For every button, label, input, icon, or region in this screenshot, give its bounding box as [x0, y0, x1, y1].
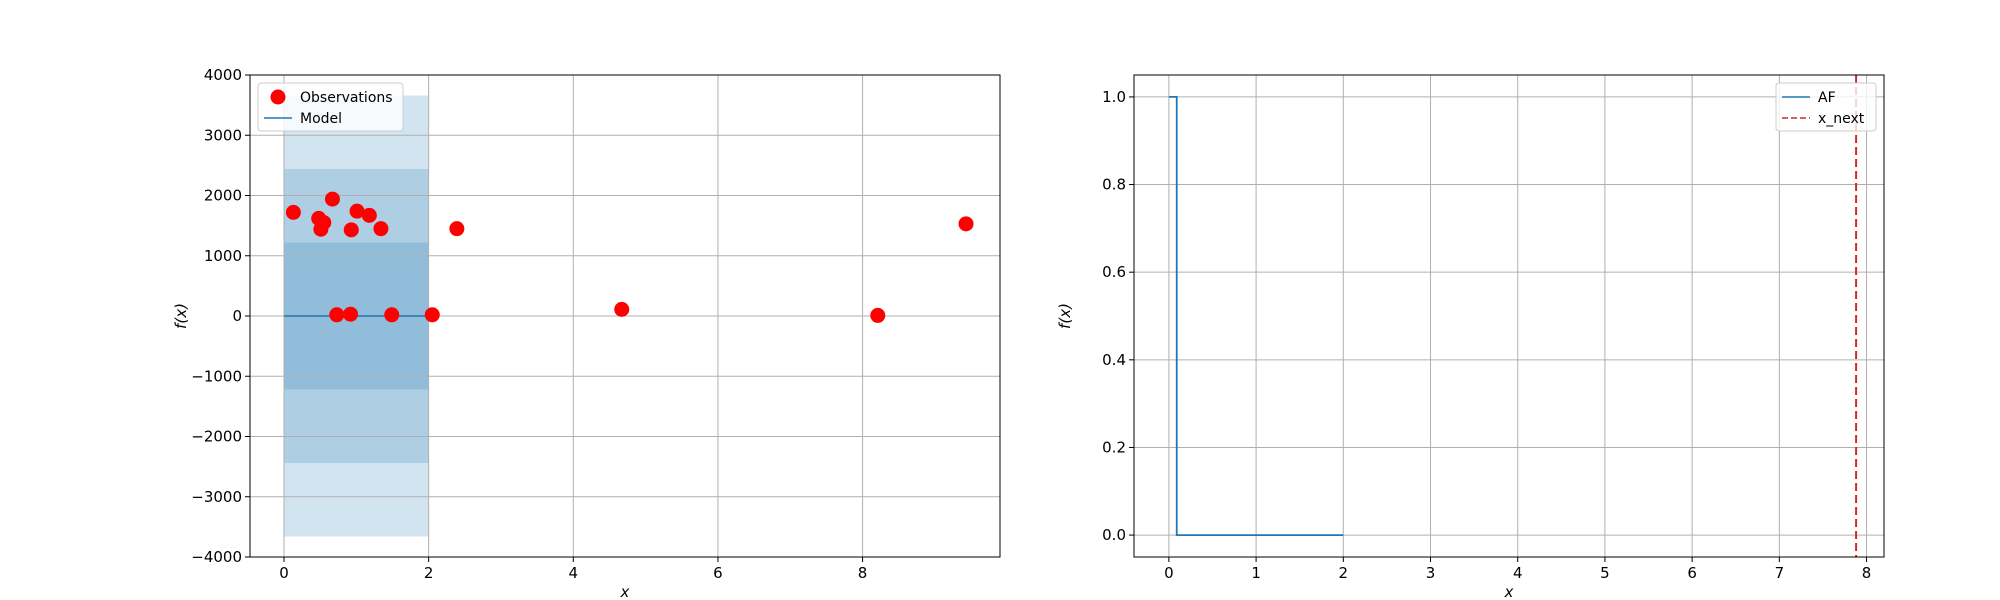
observations-model-chart: 0 2 4 6 8 −4000 −3000 −2000 −1000 0 1000 2000 3000 40…: [172, 66, 1001, 600]
x-tick-label: 3: [1426, 564, 1436, 582]
x-tick-label: 0: [279, 564, 289, 582]
observation-point: [361, 207, 377, 223]
x-tick-label: 6: [713, 564, 723, 582]
observation-point: [329, 307, 345, 323]
legend-box: [257, 82, 404, 132]
y-tick-label: 1000: [204, 247, 242, 265]
plot-frame: [1133, 74, 1885, 558]
x-tick-label: 5: [1600, 564, 1610, 582]
y-tick-label: 0.0: [1102, 526, 1126, 544]
legend: Observations Model: [257, 82, 404, 132]
observation-point: [958, 216, 974, 232]
legend-observations-label: Observations: [300, 90, 393, 106]
y-tick-label: −2000: [191, 428, 242, 446]
x-tick-label: 7: [1775, 564, 1785, 582]
af-line: [1168, 96, 1344, 536]
x-tick-label: 2: [424, 564, 434, 582]
x-axis-label: x: [1504, 583, 1514, 600]
y-tick-label: −4000: [191, 548, 242, 566]
x-tick-label: 2: [1339, 564, 1349, 582]
x-tick-label: 4: [1513, 564, 1523, 582]
observation-point: [343, 306, 359, 322]
observation-point: [285, 204, 301, 220]
legend-x-next-label: x_next: [1818, 111, 1865, 127]
y-tick-label: −1000: [191, 367, 242, 385]
y-tick-label: 0.2: [1102, 438, 1126, 456]
y-axis-label: f(x): [172, 303, 190, 329]
observation-point: [424, 307, 440, 323]
y-tick-label: 3000: [204, 126, 242, 144]
observations-series: [285, 191, 974, 323]
acquisition-function-chart: 0 1 2 3 4 5 6 7 8 0.0 0.2 0.4 0.6 0.8 1.0 x f(x) AF x_next: [1056, 74, 1885, 600]
legend-model-label: Model: [300, 111, 342, 127]
observation-point: [449, 221, 465, 237]
x-tick-label: 8: [858, 564, 868, 582]
legend: AF x_next: [1775, 82, 1877, 132]
y-tick-label: 1.0: [1102, 88, 1126, 106]
x-tick-label: 0: [1164, 564, 1174, 582]
observation-point: [384, 307, 400, 323]
legend-af-label: AF: [1818, 90, 1836, 106]
x-tick-label: 8: [1862, 564, 1872, 582]
observation-point: [343, 222, 359, 238]
y-tick-label: 0.4: [1102, 351, 1126, 369]
y-tick-label: −3000: [191, 488, 242, 506]
gridlines: [1134, 75, 1884, 557]
y-tick-label: 0: [232, 307, 242, 325]
x-tick-label: 6: [1687, 564, 1697, 582]
legend-box: [1775, 82, 1877, 132]
y-axis-label: f(x): [1056, 303, 1074, 329]
y-tick-label: 0.8: [1102, 176, 1126, 194]
y-tick-label: 4000: [204, 66, 242, 84]
observation-point: [614, 301, 630, 317]
observation-point: [313, 221, 329, 237]
observation-point: [324, 191, 340, 207]
x-axis-label: x: [620, 583, 630, 600]
observation-point: [373, 221, 389, 237]
observation-point: [349, 203, 365, 219]
observation-point: [870, 307, 886, 323]
x-tick-label: 1: [1251, 564, 1261, 582]
y-tick-label: 2000: [204, 187, 242, 205]
plot-frame: [249, 74, 1001, 558]
y-tick-label: 0.6: [1102, 263, 1126, 281]
legend-observations-marker: [270, 89, 286, 105]
x-tick-label: 4: [569, 564, 579, 582]
